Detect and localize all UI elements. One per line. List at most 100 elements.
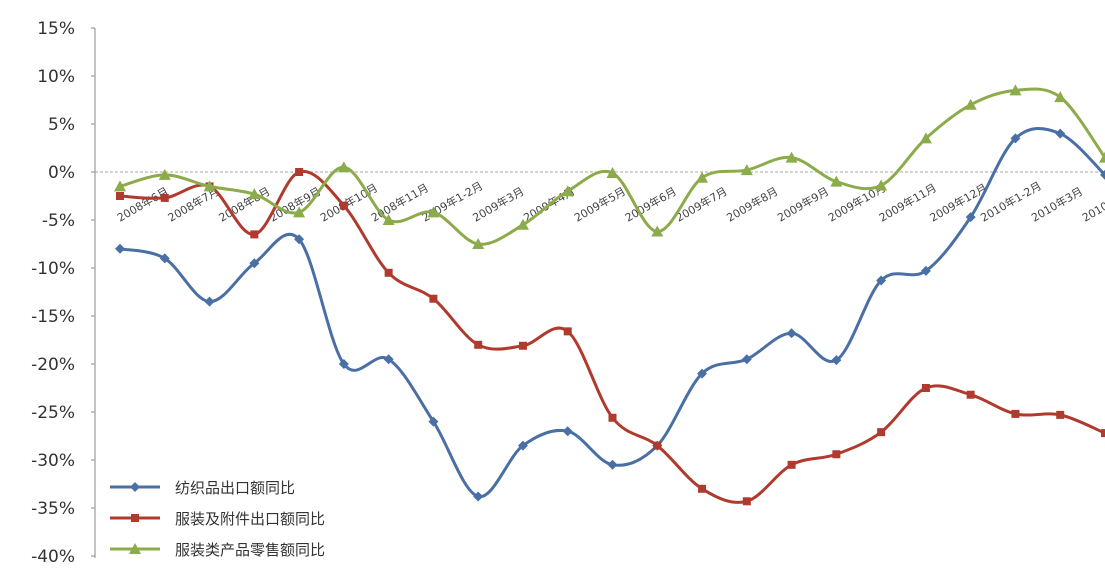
data-point: [159, 253, 170, 264]
data-point: [338, 359, 349, 369]
data-point: [606, 166, 619, 178]
data-point: [607, 459, 618, 470]
data-point: [293, 206, 306, 218]
data-point: [653, 441, 662, 450]
x-category-label: 2009年9月: [775, 184, 831, 225]
data-point: [518, 341, 527, 350]
data-point: [115, 243, 125, 254]
legend-label: 服装及附件出口额同比: [175, 510, 325, 528]
y-tick-label: -30%: [31, 451, 75, 471]
data-point: [876, 275, 887, 286]
data-point: [608, 413, 617, 422]
data-point: [785, 151, 798, 163]
y-tick-label: 5%: [48, 115, 75, 135]
data-point: [384, 268, 393, 277]
y-tick-label: 15%: [37, 19, 75, 39]
legend-marker: [131, 514, 139, 522]
data-point: [651, 225, 664, 237]
data-point: [158, 168, 171, 180]
data-point: [1054, 91, 1067, 103]
series-2: [116, 168, 1105, 506]
data-point: [875, 179, 888, 191]
series-1: [115, 127, 1105, 502]
data-point: [787, 460, 796, 469]
data-point: [830, 175, 843, 187]
x-category-label: 2009年6月: [622, 184, 678, 225]
data-point: [517, 440, 528, 451]
data-point: [919, 132, 932, 144]
data-point: [697, 368, 708, 379]
data-point: [427, 206, 440, 218]
series-line: [119, 169, 1105, 504]
legend-item-1: 纺织品出口额同比: [110, 479, 295, 497]
data-point: [203, 180, 216, 192]
x-category-label: 2009年5月: [572, 184, 628, 225]
series-layer: [114, 84, 1105, 506]
data-point: [965, 212, 976, 223]
legend-item-2: 服装及附件出口额同比: [110, 510, 325, 528]
data-point: [249, 258, 260, 269]
series-3: [114, 84, 1105, 249]
data-point: [921, 384, 930, 392]
series-line: [119, 127, 1105, 498]
legend-label: 纺织品出口额同比: [175, 479, 295, 497]
data-point: [1009, 84, 1022, 96]
data-point: [473, 491, 484, 502]
data-point: [563, 327, 572, 336]
data-point: [920, 265, 931, 276]
y-axis: 15% 10% 5% 0% -5% -10% -15% -20% -25% -30% -35% -40…: [31, 19, 96, 567]
data-point: [740, 164, 753, 176]
data-point: [1100, 169, 1105, 180]
data-point: [116, 192, 124, 200]
y-tick-label: -15%: [31, 307, 75, 327]
data-point: [1101, 429, 1105, 438]
data-point: [294, 234, 305, 245]
x-category-label: 2009年8月: [724, 184, 780, 225]
data-point: [1011, 409, 1020, 418]
data-point: [877, 428, 886, 437]
data-point: [561, 185, 574, 197]
data-point: [786, 328, 797, 339]
y-tick-label: 0%: [48, 163, 75, 183]
data-point: [337, 161, 350, 173]
y-tick-label: 10%: [37, 67, 75, 87]
data-point: [1099, 151, 1105, 163]
data-point: [383, 354, 394, 365]
legend-marker: [129, 543, 141, 554]
y-tick-label: -40%: [31, 547, 75, 567]
y-tick-label: -25%: [31, 403, 75, 423]
data-point: [114, 180, 126, 192]
y-tick-label: -5%: [42, 211, 75, 231]
data-point: [831, 355, 842, 366]
data-point: [204, 296, 215, 307]
data-point: [1055, 128, 1066, 139]
y-tick-label: -35%: [31, 499, 75, 519]
data-point: [474, 340, 483, 349]
data-point: [966, 390, 975, 399]
data-point: [964, 98, 977, 110]
data-point: [295, 168, 304, 176]
data-point: [1056, 410, 1065, 419]
data-point: [516, 218, 529, 230]
data-point: [250, 230, 259, 239]
y-tick-label: -10%: [31, 259, 75, 279]
data-point: [382, 214, 395, 225]
data-point: [248, 188, 261, 200]
legend-item-3: 服装类产品零售额同比: [110, 541, 325, 559]
data-point: [339, 201, 348, 210]
data-point: [1010, 133, 1021, 144]
data-point: [696, 171, 709, 183]
data-point: [428, 416, 439, 427]
data-point: [698, 484, 707, 493]
x-axis: 2008年6月2008年7月2008年8月2008年9月2008年10月2008…: [95, 171, 1105, 225]
legend-marker: [130, 482, 140, 492]
y-tick-label: -20%: [31, 355, 75, 375]
legend-label: 服装类产品零售额同比: [175, 541, 325, 559]
data-point: [472, 238, 485, 249]
data-point: [562, 426, 573, 437]
data-point: [832, 450, 841, 459]
x-category-label: 2010年4月: [1080, 184, 1105, 225]
data-point: [160, 193, 169, 202]
